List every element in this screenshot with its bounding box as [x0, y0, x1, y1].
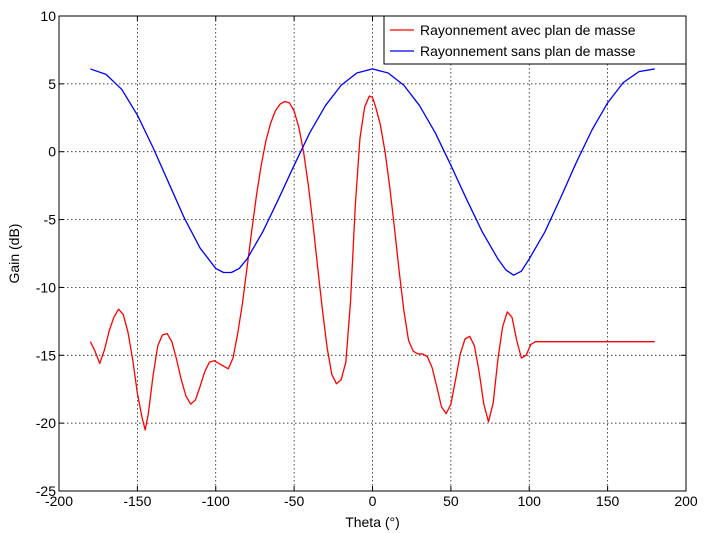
- x-tick-label: -200: [45, 493, 73, 509]
- x-axis-label: Theta (°): [345, 514, 400, 530]
- x-tick-label: 0: [369, 493, 377, 509]
- y-tick-label: 10: [40, 8, 56, 24]
- series-line-1: [89, 95, 655, 431]
- x-tick-label: -50: [284, 493, 304, 509]
- y-tick-label: -25: [36, 483, 56, 499]
- y-tick-label: 5: [48, 76, 56, 92]
- legend: Rayonnement avec plan de masse Rayonnemen…: [383, 15, 687, 65]
- legend-box: [383, 15, 687, 65]
- plot-area: [59, 16, 686, 491]
- x-tick-label: 100: [518, 493, 542, 509]
- x-tick-label: -150: [123, 493, 151, 509]
- y-axis-label: Gain (dB): [6, 224, 22, 284]
- axes: -200 -150 -100 -50 0 50 100 150 200-25-20-15-10-…: [36, 8, 698, 509]
- x-tick-label: 50: [443, 493, 459, 509]
- y-tick-label: -10: [36, 279, 56, 295]
- y-tick-label: 0: [48, 144, 56, 160]
- x-tick-label: 150: [596, 493, 620, 509]
- grid: [59, 16, 686, 491]
- series-line-2: [90, 68, 655, 276]
- x-tick-label: -100: [202, 493, 230, 509]
- y-tick-label: -15: [36, 347, 56, 363]
- legend-label-2: Rayonnement sans plan de masse: [420, 43, 636, 59]
- y-tick-label: -20: [36, 415, 56, 431]
- x-tick-label: 200: [674, 493, 698, 509]
- legend-label-1: Rayonnement avec plan de masse: [420, 22, 636, 38]
- plot-series: [89, 68, 655, 431]
- y-tick-label: -5: [44, 212, 57, 228]
